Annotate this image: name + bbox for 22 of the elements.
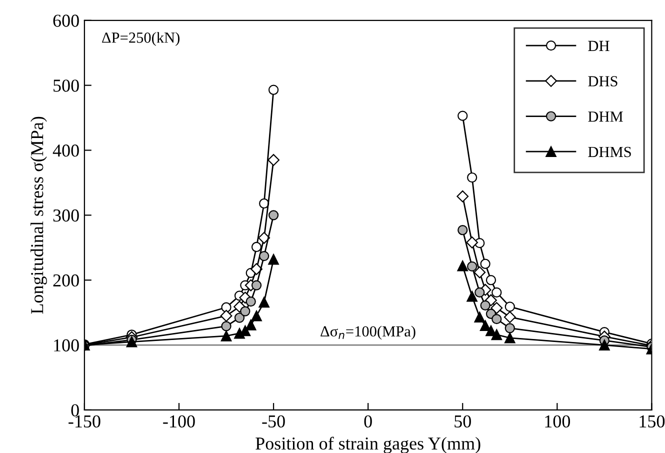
- y-tick-label: 300: [53, 209, 79, 222]
- legend-label: DHM: [588, 112, 623, 122]
- x-axis-title: Position of strain gages Y(mm): [256, 436, 480, 453]
- y-tick-label: 200: [53, 274, 79, 287]
- y-tick-label: 500: [54, 80, 79, 92]
- y-axis-title: Longitudinal stress σ(MPa): [30, 116, 47, 314]
- y-tick-label: 400: [52, 144, 79, 157]
- x-tick-label: 150: [640, 415, 665, 428]
- x-tick-label: -100: [163, 415, 195, 428]
- y-tick-label: 600: [53, 14, 79, 27]
- ref-line-label: Δσ$_{n}$=100(MPa): [320, 326, 416, 340]
- x-tick-label: 50: [454, 415, 471, 428]
- x-tick-label: -150: [68, 415, 100, 428]
- x-tick-label: 100: [545, 415, 570, 428]
- y-tick-label: 0: [71, 404, 79, 416]
- y-tick-label: 100: [54, 339, 79, 352]
- legend-label: DHS: [588, 76, 618, 86]
- x-tick-label: 0: [364, 415, 372, 428]
- legend-label: DH: [588, 40, 610, 51]
- annotation: ΔP=250(kN): [102, 32, 180, 46]
- x-tick-label: -50: [262, 415, 285, 428]
- legend-label: DHMS: [588, 146, 631, 158]
